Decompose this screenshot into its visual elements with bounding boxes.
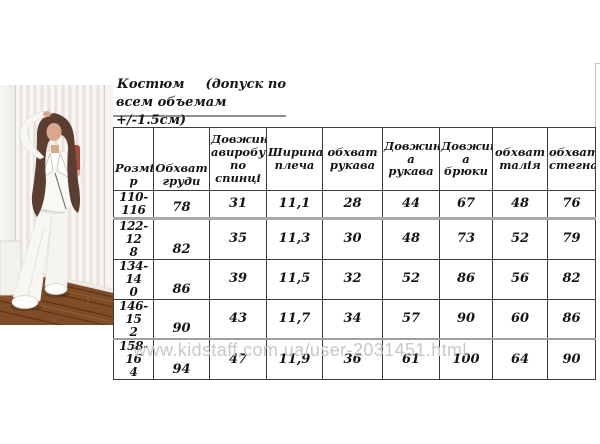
cell-border-line-tick	[595, 63, 600, 64]
watermark-url: www.kidstaff.com.ua/user-2031451.html	[133, 340, 467, 360]
wall-flat-panel-right	[104, 85, 113, 325]
table-cell: 60	[492, 298, 548, 341]
table-cell: 146-15 2	[113, 298, 154, 341]
pant-crease	[27, 226, 45, 296]
table-cell: 122-12 8	[113, 217, 154, 260]
header-cell: Обхват груди	[153, 127, 210, 191]
header-cell: Ширина плеча	[266, 127, 323, 191]
table-row: 134-14 0 86 39 11,5 32 52 86 56 82	[113, 258, 596, 300]
table-cell: 56	[492, 258, 548, 300]
neck	[51, 145, 59, 153]
table-row: 122-12 8 82 35 11,3 30 48 73 52 79	[113, 217, 596, 260]
table-cell: 110-116	[113, 190, 154, 220]
sneaker-right	[44, 283, 68, 295]
table-cell: 34	[322, 298, 383, 341]
table-cell: 82	[153, 217, 210, 260]
hair-fringe	[45, 116, 64, 131]
title-line2: всем объемам +/-1.5см)	[116, 95, 227, 128]
tolerance-note-start: (допуск по	[205, 77, 286, 92]
table-cell: 86	[153, 258, 210, 300]
table-cell: 48	[382, 217, 440, 260]
table-cell: 39	[209, 258, 267, 300]
header-cell: обхват талія	[492, 127, 548, 191]
jacket-lapel-right	[56, 151, 71, 179]
table-cell: 86	[547, 298, 596, 341]
table-cell: 90	[439, 298, 493, 341]
radiator-panel	[0, 240, 22, 296]
table-cell: 82	[547, 258, 596, 300]
table-cell: 52	[382, 258, 440, 300]
table-cell: 52	[492, 217, 548, 260]
face	[46, 123, 62, 141]
table-cell: 158-16 4	[113, 338, 154, 381]
table-cell: 30	[322, 217, 383, 260]
size-table: Розмі р Обхват груди Довжин авиробу по спи…	[113, 127, 596, 381]
hair	[31, 113, 80, 217]
table-cell: 79	[547, 217, 596, 260]
table-cell: 48	[492, 190, 548, 220]
table-cell: 67	[439, 190, 493, 220]
table-cell: 11,1	[266, 190, 323, 220]
table-cell: 47	[209, 338, 267, 381]
table-cell: 61	[382, 338, 440, 381]
table-cell: 11,9	[266, 338, 323, 381]
header-cell: Довжин а брюки	[439, 127, 493, 191]
table-cell: 11,7	[266, 298, 323, 341]
title-line1: Костюм (допуск по	[113, 76, 286, 94]
hand-on-head	[43, 111, 51, 117]
table-cell: 28	[322, 190, 383, 220]
table-cell: 90	[547, 338, 596, 381]
table-cell: 78	[153, 190, 210, 220]
table-cell: 35	[209, 217, 267, 260]
jacket-zipper	[54, 172, 67, 210]
table-cell: 90	[153, 298, 210, 341]
table-cell: 76	[547, 190, 596, 220]
table-row: 146-15 2 90 43 11,7 34 57 90 60 86	[113, 298, 596, 341]
table-cell: 73	[439, 217, 493, 260]
model-illustration	[0, 110, 113, 325]
table-cell: 57	[382, 298, 440, 341]
header-cell: обхват рукава	[322, 127, 383, 191]
table-cell: 11,3	[266, 217, 323, 260]
product-photo	[0, 85, 113, 325]
sneaker-left	[11, 295, 39, 309]
table-cell: 134-14 0	[113, 258, 154, 300]
table-cell: 32	[322, 258, 383, 300]
size-table-header-row: Розмі р Обхват груди Довжин авиробу по спи…	[113, 127, 596, 191]
table-cell: 36	[322, 338, 383, 381]
header-cell: обхват стегна	[547, 127, 596, 191]
inner-shirt	[50, 153, 60, 167]
table-row: 110-116 78 31 11,1 28 44 67 48 76	[113, 190, 596, 220]
size-chart-title: Костюм (допуск по всем объемам +/-1.5см)	[113, 76, 286, 128]
table-cell: 31	[209, 190, 267, 220]
table-row: 158-16 4 94 47 11,9 36 61 100 64 90	[113, 338, 596, 381]
header-cell: Довжин а рукава	[382, 127, 440, 191]
table-cell: 44	[382, 190, 440, 220]
cell-border-line-vertical	[595, 63, 596, 127]
table-cell: 11,5	[266, 258, 323, 300]
header-cell: Довжин авиробу по спинці	[209, 127, 267, 191]
header-cell: Розмі р	[113, 127, 154, 191]
table-cell: 86	[439, 258, 493, 300]
table-cell: 43	[209, 298, 267, 341]
jacket-sleeve-raised	[19, 110, 47, 160]
product-name: Костюм	[117, 77, 185, 92]
